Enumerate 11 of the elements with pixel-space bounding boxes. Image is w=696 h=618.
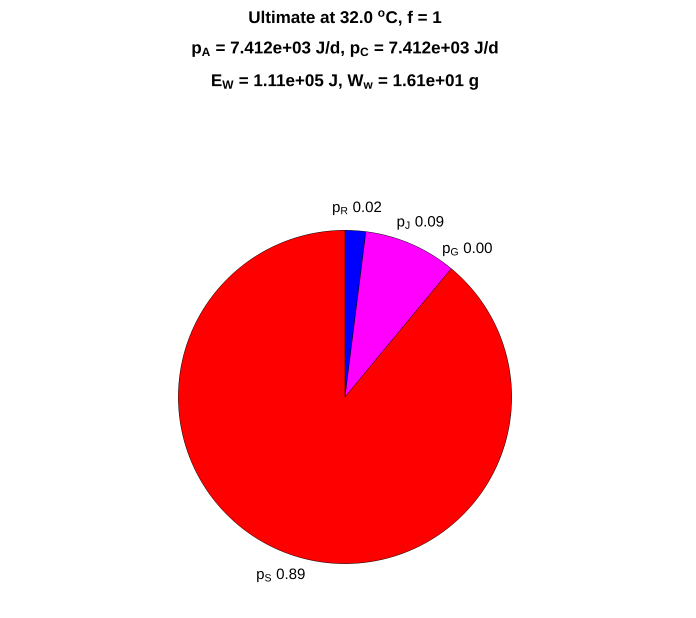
text: p$_{A}$ = 7.412e+03 J/d, p$_{C}$ = 7.412e+03 J/d [192,41,498,57]
slice-label: p$_{R}$ [333,204,348,216]
text: E$_{W}$ = 1.11e+05 J, W$_{w}$ = 1.61e+01 g [212,74,478,90]
text: 0.00 [464,242,492,254]
data-label: 0.89 [276,568,305,580]
category-label: p$_{G}$ [443,244,458,256]
slice-label: p$_{S}$ [257,570,272,582]
data-label: 0.02 [353,202,382,212]
data-label: 0.09 [415,216,444,227]
text: Ultimate at 32.0 $^{o}$C, f = 1 [249,10,442,26]
slice-label: p$_{J}$ [398,218,410,230]
